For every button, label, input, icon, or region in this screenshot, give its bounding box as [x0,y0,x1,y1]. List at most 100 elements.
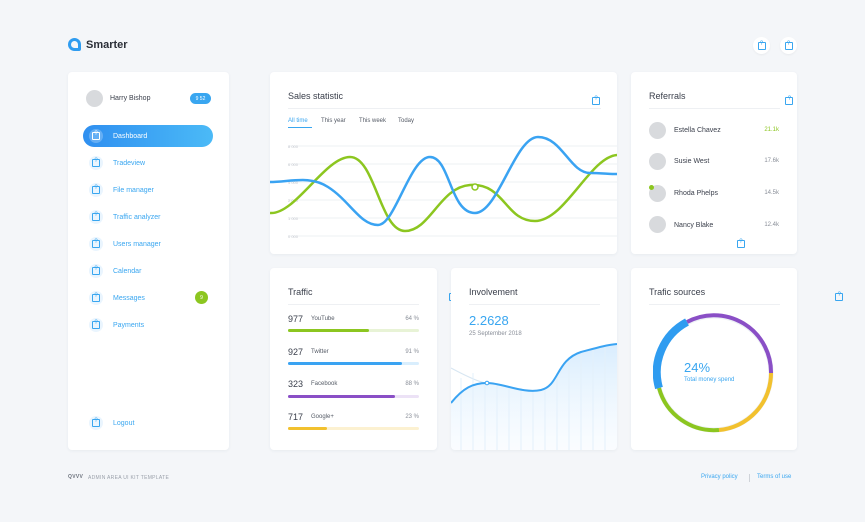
sidebar-item-traffic-analyzer[interactable]: Traffic analyzer [83,206,213,228]
sources-value: 24% [684,360,711,375]
chart-gridlines [288,145,617,237]
help-button[interactable] [753,37,770,54]
referral-name[interactable]: Susie West [674,158,710,165]
traffic-progress-bar [288,329,419,332]
sources-title: Trafic sources [649,287,706,297]
traffic-count: 977 [288,314,304,324]
more-icon[interactable] [736,239,745,248]
sidebar-item-label: Calendar [113,267,142,275]
tab-today[interactable]: Today [398,118,415,124]
tab-this-year[interactable]: This year [321,118,346,124]
series-blue-line [270,135,617,227]
referral-value: 21.1k [764,127,779,133]
logo-icon [68,38,81,51]
referrals-title: Referrals [649,91,686,101]
sidebar-item-users-manager[interactable]: Users manager [83,233,213,255]
traffic-progress-fill [288,329,369,332]
terms-of-use-link[interactable]: Terms of use [757,474,792,480]
sidebar-item-messages[interactable]: Messages [83,287,213,309]
segment-purple [686,313,774,374]
series-green-line [270,153,617,233]
involvement-card [451,268,617,450]
traffic-count: 927 [288,347,304,357]
sidebar-item-dashboard[interactable]: Dashboard [83,125,213,147]
involvement-title: Involvement [469,287,518,297]
sidebar-item-label: Tradeview [113,159,146,167]
segment-green [657,387,720,433]
logout-label: Logout [113,419,135,427]
y-tick: 6 000 [288,162,299,167]
referral-avatar[interactable] [649,153,666,170]
traffic-source-name: Google+ [311,414,334,420]
referral-avatar[interactable] [649,122,666,139]
referral-name[interactable]: Estella Chavez [674,127,721,134]
online-indicator [649,185,654,190]
privacy-policy-link[interactable]: Privacy policy [701,474,738,480]
y-tick: 8 000 [288,144,299,149]
footer-brand: QVVV [68,474,84,480]
involvement-line [451,343,617,404]
traffic-icon [92,212,100,221]
segment-blue [653,318,689,390]
traffic-progress-fill [288,395,395,398]
referral-name[interactable]: Nancy Blake [674,222,714,229]
file-icon [92,185,100,194]
traffic-source-name: Twitter [311,349,329,355]
referral-name[interactable]: Rhoda Phelps [674,190,718,197]
user-name: Harry Bishop [110,95,151,102]
sidebar-item-label: Payments [113,321,145,329]
involvement-date: 25 September 2018 [469,331,522,337]
sidebar-item-calendar[interactable]: Calendar [83,260,213,282]
sidebar-item-file-manager[interactable]: File manager [83,179,213,201]
referral-value: 14.5k [764,190,779,196]
footer-divider [749,474,750,482]
dashboard-icon [92,131,100,140]
sidebar-item-payments[interactable]: Payments [83,314,213,336]
chart-point-marker [471,183,479,191]
tab-all-time[interactable]: All time [288,118,308,124]
sources-caption: Total money spend [684,377,735,383]
referral-value: 12.4k [764,222,779,228]
referral-avatar[interactable] [649,216,666,233]
logout-button[interactable]: Logout [83,412,213,434]
traffic-progress-bar [288,395,419,398]
messages-icon [92,293,100,302]
help-icon[interactable] [592,96,600,105]
calendar-icon [92,266,100,275]
logout-icon [92,418,100,427]
app-logo[interactable]: Smarter [68,38,128,51]
referral-value: 17.6k [764,158,779,164]
traffic-source-name: Facebook [311,381,338,387]
sidebar-item-tradeview[interactable]: Tradeview [83,152,213,174]
traffic-percent: 88 % [405,381,419,387]
settings-button[interactable] [780,37,797,54]
active-tab-indicator [288,127,312,128]
traffic-percent: 23 % [405,414,419,420]
segment-yellow [718,372,774,432]
help-icon [784,41,793,50]
y-tick: 1 000 [288,216,299,221]
y-tick: 4 000 [288,180,299,185]
sidebar-item-label: Messages [113,294,145,302]
help-icon[interactable] [835,292,844,301]
traffic-card [270,268,437,450]
tab-this-week[interactable]: This week [359,118,387,124]
app-name: Smarter [86,38,128,51]
traffic-progress-bar [288,427,419,430]
sales-statistic-card [270,72,617,254]
payments-icon [92,320,100,329]
messages-badge: 9 [195,291,208,304]
sidebar-item-label: Dashboard [113,132,148,140]
users-icon [92,239,100,248]
sales-title: Sales statistic [288,91,344,101]
involvement-chart [451,343,617,450]
footer-text: ADMIN AREA UI KIT TEMPLATE [88,475,170,481]
traffic-count: 323 [288,379,304,389]
sidebar-item-label: File manager [113,186,154,194]
traffic-sources-donut [653,313,774,433]
tradeview-icon [92,158,100,167]
traffic-progress-bar [288,362,419,365]
help-icon [757,41,766,50]
user-avatar[interactable] [86,90,103,107]
help-icon[interactable] [785,96,794,105]
